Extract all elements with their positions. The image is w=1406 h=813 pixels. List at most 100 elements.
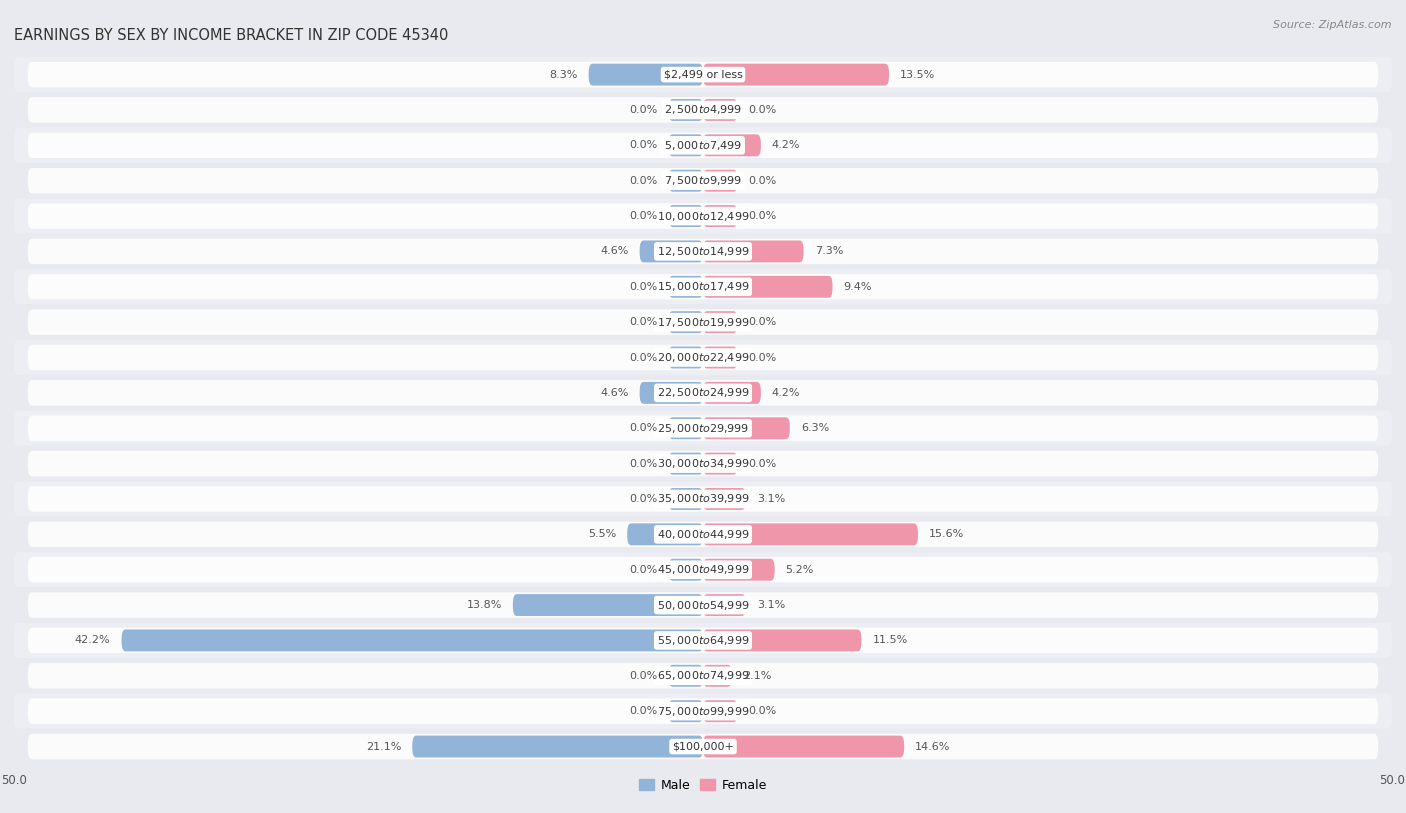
FancyBboxPatch shape xyxy=(28,451,1378,476)
Text: 5.2%: 5.2% xyxy=(786,565,814,575)
Text: $40,000 to $44,999: $40,000 to $44,999 xyxy=(657,528,749,541)
FancyBboxPatch shape xyxy=(14,729,1392,764)
FancyBboxPatch shape xyxy=(703,63,889,85)
FancyBboxPatch shape xyxy=(627,524,703,546)
Text: 0.0%: 0.0% xyxy=(748,353,776,363)
FancyBboxPatch shape xyxy=(703,99,738,121)
Text: 0.0%: 0.0% xyxy=(748,211,776,221)
Text: $75,000 to $99,999: $75,000 to $99,999 xyxy=(657,705,749,718)
FancyBboxPatch shape xyxy=(28,380,1378,406)
FancyBboxPatch shape xyxy=(669,700,703,722)
FancyBboxPatch shape xyxy=(14,659,1392,693)
FancyBboxPatch shape xyxy=(703,311,738,333)
FancyBboxPatch shape xyxy=(669,276,703,298)
FancyBboxPatch shape xyxy=(14,304,1392,340)
Text: 0.0%: 0.0% xyxy=(748,317,776,327)
FancyBboxPatch shape xyxy=(28,168,1378,193)
Text: $22,500 to $24,999: $22,500 to $24,999 xyxy=(657,386,749,399)
FancyBboxPatch shape xyxy=(703,205,738,227)
FancyBboxPatch shape xyxy=(28,628,1378,653)
FancyBboxPatch shape xyxy=(669,311,703,333)
FancyBboxPatch shape xyxy=(640,241,703,263)
FancyBboxPatch shape xyxy=(703,559,775,580)
FancyBboxPatch shape xyxy=(669,205,703,227)
Text: 0.0%: 0.0% xyxy=(630,141,658,150)
Text: $55,000 to $64,999: $55,000 to $64,999 xyxy=(657,634,749,647)
FancyBboxPatch shape xyxy=(28,98,1378,123)
FancyBboxPatch shape xyxy=(14,446,1392,481)
Text: 0.0%: 0.0% xyxy=(630,317,658,327)
FancyBboxPatch shape xyxy=(14,128,1392,163)
Text: 0.0%: 0.0% xyxy=(630,494,658,504)
FancyBboxPatch shape xyxy=(28,133,1378,158)
FancyBboxPatch shape xyxy=(640,382,703,404)
Text: 15.6%: 15.6% xyxy=(929,529,965,539)
Legend: Male, Female: Male, Female xyxy=(634,774,772,797)
FancyBboxPatch shape xyxy=(28,62,1378,87)
FancyBboxPatch shape xyxy=(703,241,804,263)
FancyBboxPatch shape xyxy=(14,693,1392,729)
FancyBboxPatch shape xyxy=(703,736,904,758)
FancyBboxPatch shape xyxy=(703,346,738,368)
FancyBboxPatch shape xyxy=(669,453,703,475)
FancyBboxPatch shape xyxy=(703,488,745,510)
FancyBboxPatch shape xyxy=(703,134,761,156)
FancyBboxPatch shape xyxy=(14,92,1392,128)
Text: 0.0%: 0.0% xyxy=(748,459,776,468)
Text: $25,000 to $29,999: $25,000 to $29,999 xyxy=(657,422,749,435)
Text: Source: ZipAtlas.com: Source: ZipAtlas.com xyxy=(1274,20,1392,30)
FancyBboxPatch shape xyxy=(703,417,790,439)
Text: $50,000 to $54,999: $50,000 to $54,999 xyxy=(657,598,749,611)
FancyBboxPatch shape xyxy=(669,488,703,510)
FancyBboxPatch shape xyxy=(669,417,703,439)
Text: 14.6%: 14.6% xyxy=(915,741,950,751)
Text: 11.5%: 11.5% xyxy=(873,636,908,646)
FancyBboxPatch shape xyxy=(669,170,703,192)
Text: 4.6%: 4.6% xyxy=(600,246,628,256)
FancyBboxPatch shape xyxy=(703,665,733,687)
Text: 9.4%: 9.4% xyxy=(844,282,872,292)
Text: $2,500 to $4,999: $2,500 to $4,999 xyxy=(664,103,742,116)
FancyBboxPatch shape xyxy=(28,203,1378,228)
Text: 6.3%: 6.3% xyxy=(801,424,830,433)
Text: 0.0%: 0.0% xyxy=(630,706,658,716)
Text: 5.5%: 5.5% xyxy=(588,529,616,539)
FancyBboxPatch shape xyxy=(121,629,703,651)
FancyBboxPatch shape xyxy=(28,310,1378,335)
FancyBboxPatch shape xyxy=(14,269,1392,304)
Text: 0.0%: 0.0% xyxy=(630,105,658,115)
FancyBboxPatch shape xyxy=(14,163,1392,198)
Text: $65,000 to $74,999: $65,000 to $74,999 xyxy=(657,669,749,682)
FancyBboxPatch shape xyxy=(28,734,1378,759)
Text: 7.3%: 7.3% xyxy=(814,246,844,256)
FancyBboxPatch shape xyxy=(28,345,1378,370)
FancyBboxPatch shape xyxy=(513,594,703,616)
FancyBboxPatch shape xyxy=(703,629,862,651)
Text: 0.0%: 0.0% xyxy=(630,424,658,433)
FancyBboxPatch shape xyxy=(28,522,1378,547)
FancyBboxPatch shape xyxy=(669,134,703,156)
Text: $12,500 to $14,999: $12,500 to $14,999 xyxy=(657,245,749,258)
Text: 0.0%: 0.0% xyxy=(630,176,658,185)
Text: 0.0%: 0.0% xyxy=(630,282,658,292)
FancyBboxPatch shape xyxy=(14,57,1392,92)
FancyBboxPatch shape xyxy=(14,481,1392,517)
Text: $45,000 to $49,999: $45,000 to $49,999 xyxy=(657,563,749,576)
FancyBboxPatch shape xyxy=(14,234,1392,269)
FancyBboxPatch shape xyxy=(669,346,703,368)
FancyBboxPatch shape xyxy=(14,587,1392,623)
Text: $10,000 to $12,499: $10,000 to $12,499 xyxy=(657,210,749,223)
Text: 2.1%: 2.1% xyxy=(742,671,772,680)
Text: 0.0%: 0.0% xyxy=(630,459,658,468)
Text: 0.0%: 0.0% xyxy=(630,353,658,363)
FancyBboxPatch shape xyxy=(669,559,703,580)
Text: $20,000 to $22,499: $20,000 to $22,499 xyxy=(657,351,749,364)
Text: $15,000 to $17,499: $15,000 to $17,499 xyxy=(657,280,749,293)
FancyBboxPatch shape xyxy=(703,700,738,722)
FancyBboxPatch shape xyxy=(669,99,703,121)
FancyBboxPatch shape xyxy=(28,593,1378,618)
FancyBboxPatch shape xyxy=(28,274,1378,299)
FancyBboxPatch shape xyxy=(703,382,761,404)
Text: $30,000 to $34,999: $30,000 to $34,999 xyxy=(657,457,749,470)
FancyBboxPatch shape xyxy=(28,486,1378,511)
